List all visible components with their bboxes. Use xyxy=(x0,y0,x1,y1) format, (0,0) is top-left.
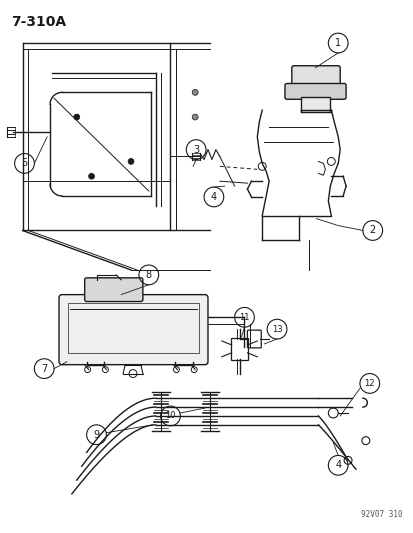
Text: 11: 11 xyxy=(239,313,249,322)
Text: 7: 7 xyxy=(41,364,47,374)
Text: 9: 9 xyxy=(93,430,99,440)
Text: 7-310A: 7-310A xyxy=(11,15,66,29)
Text: 3: 3 xyxy=(192,144,199,155)
Text: 8: 8 xyxy=(145,270,152,280)
Circle shape xyxy=(192,114,198,120)
FancyBboxPatch shape xyxy=(291,66,339,87)
Text: 1: 1 xyxy=(335,38,340,48)
Text: 92V07 310: 92V07 310 xyxy=(360,510,401,519)
Text: 4: 4 xyxy=(210,192,216,202)
Circle shape xyxy=(88,173,94,179)
Circle shape xyxy=(74,114,80,120)
Text: 10: 10 xyxy=(165,411,176,421)
Text: 5: 5 xyxy=(21,158,28,168)
FancyBboxPatch shape xyxy=(284,84,345,99)
Text: 4: 4 xyxy=(335,461,340,470)
Text: 2: 2 xyxy=(369,225,375,236)
FancyBboxPatch shape xyxy=(85,278,142,302)
FancyBboxPatch shape xyxy=(300,98,330,112)
Text: 12: 12 xyxy=(364,379,374,388)
FancyBboxPatch shape xyxy=(59,295,207,365)
Text: 13: 13 xyxy=(271,325,282,334)
Circle shape xyxy=(192,90,198,95)
Circle shape xyxy=(128,158,134,164)
